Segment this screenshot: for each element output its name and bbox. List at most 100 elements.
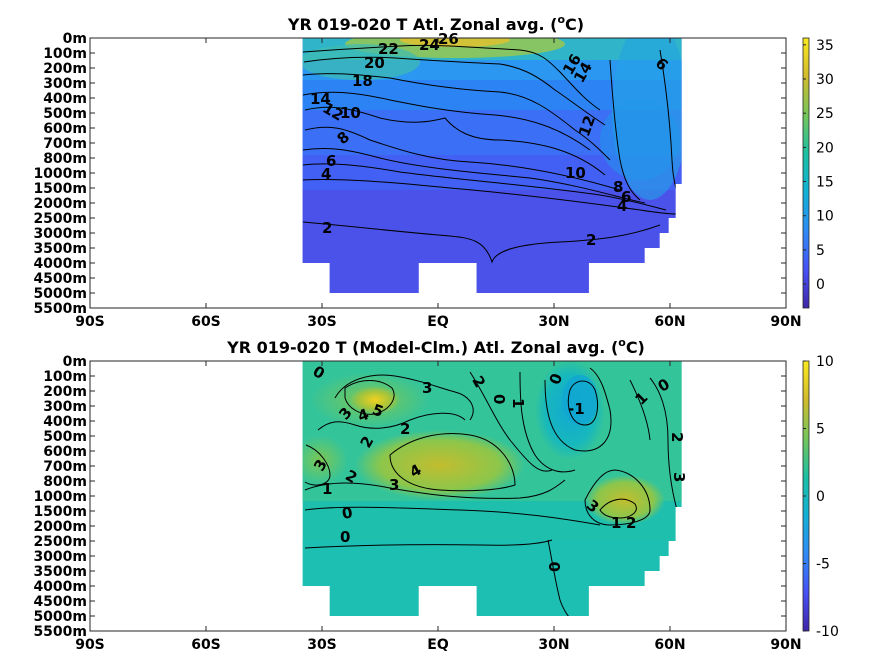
anomaly-field <box>302 361 682 616</box>
panel-title: YR 019-020 T Atl. Zonal avg. (oC) <box>287 13 584 34</box>
colorbar: 35 30 25 20 15 10 5 0 <box>802 37 834 309</box>
contour-label: 2 <box>400 420 410 438</box>
colorbar-tick-label: 10 <box>816 209 834 225</box>
x-tick-label: 90S <box>75 314 105 330</box>
x-tick-label: 90N <box>770 314 801 330</box>
contour-label: 2 <box>668 432 686 442</box>
panel-anomaly: YR 019-020 T (Model-Clm.) Atl. Zonal avg… <box>33 336 838 653</box>
y-tick-label: 100m <box>43 46 87 62</box>
y-tick-label: 400m <box>43 414 87 430</box>
contour-label: 2 <box>626 514 636 532</box>
y-tick-label: 2500m <box>33 534 87 550</box>
y-tick-label: 3000m <box>33 549 87 565</box>
x-tick-label: 30S <box>307 637 337 653</box>
contour-label: 6 <box>326 152 336 170</box>
contour-label: 0 <box>490 394 508 404</box>
contour-label: 1 <box>611 514 621 532</box>
contour-label: 0 <box>340 528 350 546</box>
x-tick-label: 90N <box>770 637 801 653</box>
contour-label: 1 <box>322 480 332 498</box>
x-tick-label: 30S <box>307 314 337 330</box>
colorbar-tick-label: 35 <box>816 38 834 54</box>
x-tick-label: 60S <box>191 637 221 653</box>
y-tick-label: 0m <box>63 31 87 47</box>
contour-label: 4 <box>321 165 331 183</box>
contour-label: 18 <box>352 72 373 90</box>
y-tick-label: 5500m <box>33 624 87 640</box>
y-tick-label: 700m <box>43 136 87 152</box>
y-tick-label: 3000m <box>33 226 87 242</box>
contour-label: 2 <box>586 231 596 249</box>
y-tick-label: 4000m <box>33 256 87 272</box>
colorbar-tick-label: 30 <box>816 72 834 88</box>
y-tick-label: 500m <box>43 429 87 445</box>
y-tick-label: 1500m <box>33 181 87 197</box>
colorbar-tick-label: 0 <box>816 277 825 293</box>
colorbar-ticks: 35 30 25 20 15 10 5 0 <box>803 38 834 293</box>
contour-label: 3 <box>670 472 688 482</box>
y-tick-label: 700m <box>43 459 87 475</box>
y-tick-label: 500m <box>43 106 87 122</box>
colorbar-tick-label: 5 <box>816 243 825 259</box>
colorbar-tick-label: -10 <box>816 624 839 640</box>
temperature-field <box>302 38 682 293</box>
y-tick-label: 2500m <box>33 211 87 227</box>
anomaly-contours <box>304 367 681 616</box>
y-tick-label: 3500m <box>33 564 87 580</box>
panel-temperature: YR 019-020 T Atl. Zonal avg. (oC) <box>33 13 833 330</box>
y-tick-label: 5000m <box>33 286 87 302</box>
contour-label: 8 <box>613 178 623 196</box>
x-tick-label: EQ <box>427 314 449 330</box>
x-tick-label: 60N <box>654 314 685 330</box>
y-tick-label: 100m <box>43 369 87 385</box>
x-tick-label: 30N <box>538 314 569 330</box>
contour-label: 26 <box>438 30 459 48</box>
y-tick-label: 5500m <box>33 301 87 317</box>
x-tick-label: 60N <box>654 637 685 653</box>
y-tick-label: 2000m <box>33 196 87 212</box>
contour-label: 1 <box>509 398 527 408</box>
y-tick-label: 1000m <box>33 166 87 182</box>
contour-label: 24 <box>419 36 440 54</box>
x-tick-label: 60S <box>191 314 221 330</box>
colorbar-ticks: 10 5 0 -5 -10 <box>803 354 839 640</box>
colorbar-tick-label: 20 <box>816 140 834 156</box>
y-tick-label: 300m <box>43 76 87 92</box>
contour-label: 10 <box>340 104 361 122</box>
y-tick-label: 4500m <box>33 594 87 610</box>
y-tick-label: 800m <box>43 151 87 167</box>
y-tick-label: 4500m <box>33 271 87 287</box>
y-tick-label: 600m <box>43 444 87 460</box>
contour-label: 6 <box>621 188 631 206</box>
contour-label: 10 <box>565 164 586 182</box>
colorbar-tick-label: -5 <box>816 557 830 573</box>
contour-label: 0 <box>341 503 354 523</box>
colorbar: 10 5 0 -5 -10 <box>802 354 839 640</box>
y-tick-label: 800m <box>43 474 87 490</box>
colorbar-tick-label: 5 <box>816 422 825 438</box>
colorbar-tick-label: 15 <box>816 175 834 191</box>
contour-label: 2 <box>322 219 332 237</box>
y-tick-label: 2000m <box>33 519 87 535</box>
panel-title: YR 019-020 T (Model-Clm.) Atl. Zonal avg… <box>226 336 645 357</box>
axes-ticks: 90S 60S 30S EQ 30N 60N 90N0m100m200m300m400m50… <box>33 354 801 653</box>
contour-label: 3 <box>389 476 399 494</box>
contour-label: 4 <box>617 197 627 215</box>
y-tick-label: 3500m <box>33 241 87 257</box>
contour-label: 20 <box>364 54 385 72</box>
colorbar-tick-label: 0 <box>816 489 825 505</box>
y-tick-label: 200m <box>43 384 87 400</box>
y-tick-label: 1000m <box>33 489 87 505</box>
x-tick-label: 90S <box>75 637 105 653</box>
y-tick-label: 1500m <box>33 504 87 520</box>
y-tick-label: 5000m <box>33 609 87 625</box>
y-tick-label: 0m <box>63 354 87 370</box>
axes-ticks: 90S 60S 30S EQ 30N 60N 90N0m100m200m300m400m50… <box>33 31 801 330</box>
y-tick-label: 300m <box>43 399 87 415</box>
colorbar-tick-label: 10 <box>816 354 834 370</box>
contour-label: 22 <box>378 40 399 58</box>
x-tick-label: EQ <box>427 637 449 653</box>
contour-label: -1 <box>568 400 585 418</box>
y-tick-label: 400m <box>43 91 87 107</box>
